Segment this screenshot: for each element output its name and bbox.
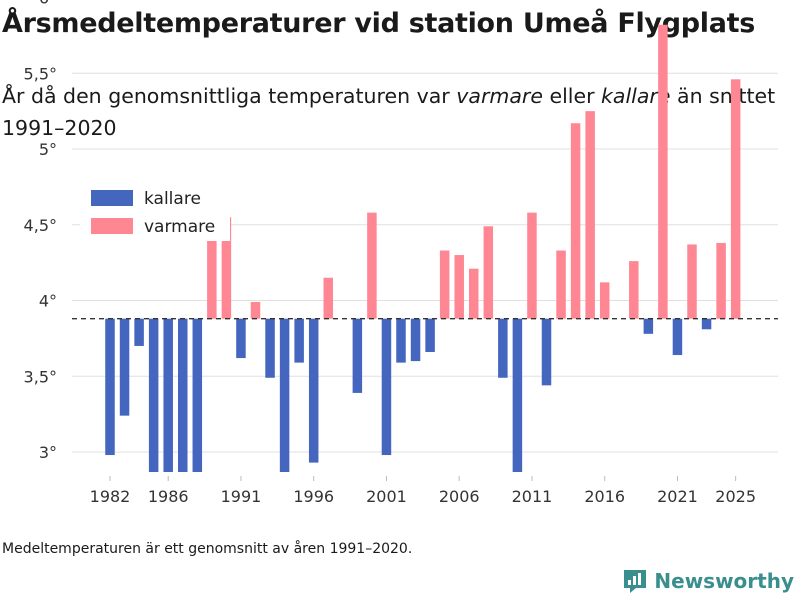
bar-cold-1986 (163, 318, 173, 472)
bars (105, 24, 741, 472)
subtitle-text-2: eller (542, 84, 602, 108)
bar-cold-1984 (134, 318, 144, 346)
source-note: Medeltemperaturen är ett genomsnitt av å… (2, 541, 413, 557)
bar-cold-1999 (352, 318, 363, 393)
bar-cold-1982 (105, 318, 115, 456)
bar-warm-2005 (439, 250, 450, 319)
legend-swatch-kallare (91, 190, 133, 206)
x-tick-label: 1986 (148, 487, 189, 506)
bar-cold-2010 (512, 318, 523, 472)
x-tick-label: 2006 (439, 487, 480, 506)
bar-cold-2004 (425, 318, 435, 353)
bar-warm-2013 (556, 250, 566, 319)
bar-warm-2015 (585, 111, 595, 319)
bar-cold-2012 (541, 318, 552, 386)
chart-subtitle: År då den genomsnittliga temperaturen va… (2, 80, 792, 144)
bar-cold-1995 (294, 318, 304, 363)
bar-cold-1996 (308, 318, 319, 463)
bar-warm-2007 (469, 268, 479, 319)
newsworthy-logo-icon (624, 570, 647, 593)
bar-cold-2021 (672, 318, 683, 356)
bar-cold-2001 (381, 318, 392, 456)
bar-warm-1992 (250, 302, 261, 319)
bar-cold-1993 (265, 318, 275, 378)
bar-cold-1988 (192, 318, 203, 472)
x-tick-label: 2011 (512, 487, 553, 506)
subtitle-text-3: än snittet 1991–2020 (2, 84, 776, 140)
y-tick-label: 5,5° (24, 64, 57, 83)
legend-label-kallare: kallare (144, 189, 201, 209)
bar-warm-1990 (221, 217, 232, 319)
brand-logo: Newsworthy (622, 568, 794, 594)
bar-cold-2002 (396, 318, 406, 363)
bar-warm-2006 (454, 255, 464, 319)
bar-cold-1983 (119, 318, 130, 416)
subtitle-warm-word: varmare (456, 84, 543, 108)
bar-warm-2024 (716, 242, 726, 319)
bar-warm-2011 (527, 212, 537, 319)
y-tick-label: 6° (39, 0, 57, 8)
y-axis-tick-labels: 3°3,5°4°4,5°5°5,5°6°6,5° (24, 0, 57, 462)
x-tick-label: 2025 (715, 487, 756, 506)
bar-cold-2023 (701, 318, 712, 330)
legend: kallare varmare (80, 181, 230, 241)
bar-warm-2016 (599, 282, 610, 319)
x-tick-label: 2021 (657, 487, 698, 506)
bar-warm-2014 (570, 123, 581, 319)
bar-cold-2019 (643, 318, 654, 334)
y-tick-label: 4,5° (24, 216, 57, 235)
bar-warm-1989 (207, 206, 217, 319)
y-tick-label: 5° (39, 140, 57, 159)
x-tick-label: 1991 (221, 487, 262, 506)
bar-cold-1987 (178, 318, 188, 472)
chart-title: Årsmedeltemperaturer vid station Umeå Fl… (2, 8, 756, 39)
x-axis-tick-labels: 1982 1986 1991 1996 2001 2006 2011 2016 2021 2025 (90, 476, 756, 506)
bar-cold-2003 (410, 318, 421, 362)
y-tick-label: 4° (39, 292, 57, 311)
brand-name: Newsworthy (654, 569, 794, 593)
x-tick-label: 2016 (584, 487, 625, 506)
bar-cold-1994 (279, 318, 290, 472)
bar-cold-2009 (498, 318, 508, 378)
bar-warm-2000 (367, 212, 377, 319)
bar-warm-2025 (730, 79, 741, 319)
y-tick-label: 3,5° (24, 367, 57, 386)
bar-warm-2020 (658, 24, 668, 319)
bar-cold-1991 (236, 318, 246, 359)
bar-warm-2022 (687, 244, 697, 319)
legend-label-varmare: varmare (144, 217, 215, 237)
bar-cold-1985 (148, 318, 159, 472)
x-tick-label: 1982 (90, 487, 131, 506)
x-tick-label: 1996 (293, 487, 334, 506)
y-tick-label: 3° (39, 443, 57, 462)
bar-warm-2018 (629, 261, 639, 319)
legend-swatch-varmare (91, 218, 133, 234)
x-tick-label: 2001 (366, 487, 407, 506)
subtitle-text-1: År då den genomsnittliga temperaturen va… (2, 84, 457, 108)
bar-warm-2008 (483, 226, 494, 319)
bar-warm-1997 (323, 277, 333, 319)
